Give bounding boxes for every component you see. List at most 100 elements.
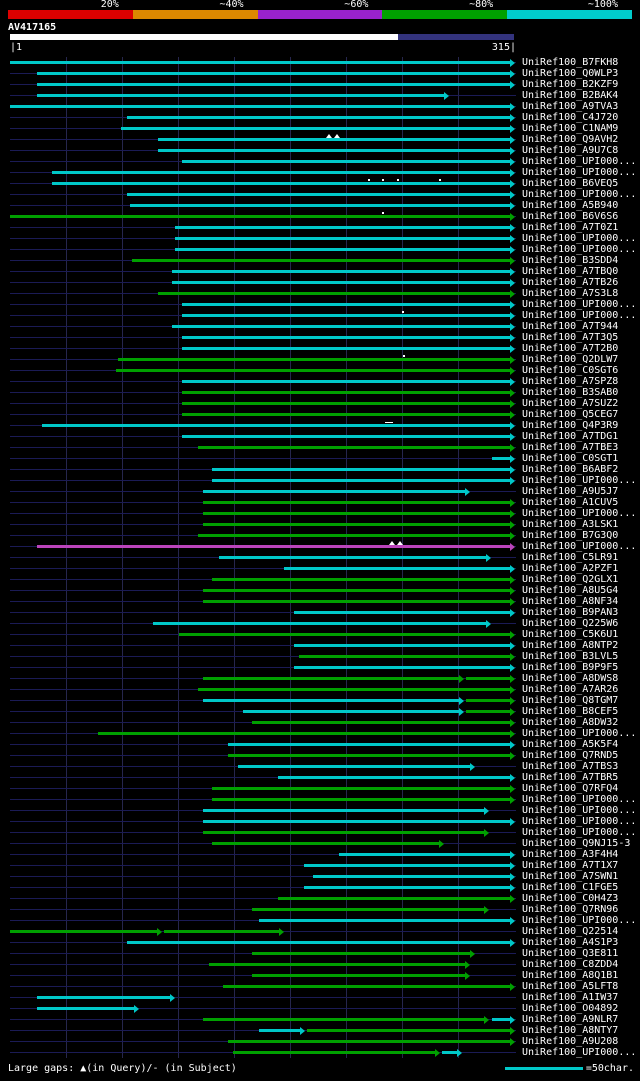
alignment-row[interactable]: UniRef100_B7FKH8 bbox=[0, 57, 640, 68]
alignment-bar[interactable] bbox=[117, 358, 511, 361]
alignment-row[interactable]: UniRef100_C5LR91 bbox=[0, 552, 640, 563]
hit-label[interactable]: UniRef100_Q8TGM7 bbox=[522, 695, 619, 706]
alignment-bar[interactable] bbox=[120, 127, 511, 130]
alignment-row[interactable]: UniRef100_C0H4Z3 bbox=[0, 893, 640, 904]
alignment-row[interactable]: UniRef100_C4J720 bbox=[0, 112, 640, 123]
hit-label[interactable]: UniRef100_B8CEF5 bbox=[522, 706, 619, 717]
alignment-row[interactable]: UniRef100_A7TB26 bbox=[0, 277, 640, 288]
alignment-bar[interactable] bbox=[223, 985, 511, 988]
hit-label[interactable]: UniRef100_A1IW37 bbox=[522, 992, 619, 1003]
alignment-bar[interactable] bbox=[181, 402, 511, 405]
alignment-row[interactable]: UniRef100_UPI000... bbox=[0, 167, 640, 178]
alignment-row[interactable]: UniRef100_Q0WLP3 bbox=[0, 68, 640, 79]
alignment-row[interactable]: UniRef100_A7TDG1 bbox=[0, 431, 640, 442]
hit-label[interactable]: UniRef100_A7SUZ2 bbox=[522, 398, 619, 409]
alignment-bar[interactable] bbox=[175, 237, 511, 240]
hit-label[interactable]: UniRef100_C1FGE5 bbox=[522, 882, 619, 893]
hit-label[interactable]: UniRef100_C5K6U1 bbox=[522, 629, 619, 640]
alignment-row[interactable]: UniRef100_A7TBE3 bbox=[0, 442, 640, 453]
hit-label[interactable]: UniRef100_A8DWS8 bbox=[522, 673, 619, 684]
hit-label[interactable]: UniRef100_Q9NJ15-3 bbox=[522, 838, 631, 849]
alignment-bar[interactable] bbox=[181, 380, 511, 383]
hit-label[interactable]: UniRef100_A5LFT8 bbox=[522, 981, 619, 992]
hit-label[interactable]: UniRef100_A9NLR7 bbox=[522, 1014, 619, 1025]
hit-label[interactable]: UniRef100_B7G3Q0 bbox=[522, 530, 619, 541]
hit-label[interactable]: UniRef100_A8Q1B1 bbox=[522, 970, 619, 981]
alignment-row[interactable]: UniRef100_B9PAN3 bbox=[0, 607, 640, 618]
alignment-row[interactable]: UniRef100_A7AR26 bbox=[0, 684, 640, 695]
alignment-bar[interactable] bbox=[51, 182, 511, 185]
hit-label[interactable]: UniRef100_A1CUV5 bbox=[522, 497, 619, 508]
hit-label[interactable]: UniRef100_A7T944 bbox=[522, 321, 619, 332]
alignment-bar[interactable] bbox=[465, 677, 511, 680]
alignment-row[interactable]: UniRef100_C1NAM9 bbox=[0, 123, 640, 134]
alignment-row[interactable]: UniRef100_UPI000... bbox=[0, 915, 640, 926]
hit-label[interactable]: UniRef100_A5B940 bbox=[522, 200, 619, 211]
alignment-row[interactable]: UniRef100_Q4P3R9 bbox=[0, 420, 640, 431]
alignment-bar[interactable] bbox=[294, 644, 511, 647]
alignment-row[interactable]: UniRef100_Q9NJ15-3 bbox=[0, 838, 640, 849]
alignment-row[interactable]: UniRef100_C1FGE5 bbox=[0, 882, 640, 893]
alignment-bar[interactable] bbox=[284, 567, 511, 570]
hit-label[interactable]: UniRef100_A9U208 bbox=[522, 1036, 619, 1047]
alignment-row[interactable]: UniRef100_O04892 bbox=[0, 1003, 640, 1014]
alignment-bar[interactable] bbox=[98, 732, 511, 735]
alignment-bar[interactable] bbox=[228, 743, 511, 746]
hit-label[interactable]: UniRef100_A7SPZ8 bbox=[522, 376, 619, 387]
alignment-row[interactable]: UniRef100_UPI000... bbox=[0, 508, 640, 519]
hit-label[interactable]: UniRef100_A8DW32 bbox=[522, 717, 619, 728]
hit-label[interactable]: UniRef100_Q2GLX1 bbox=[522, 574, 619, 585]
alignment-bar[interactable] bbox=[157, 138, 511, 141]
alignment-row[interactable]: UniRef100_UPI000... bbox=[0, 189, 640, 200]
alignment-row[interactable]: UniRef100_C8ZDD4 bbox=[0, 959, 640, 970]
alignment-bar[interactable] bbox=[181, 435, 511, 438]
alignment-bar[interactable] bbox=[181, 347, 511, 350]
hit-label[interactable]: UniRef100_A7TDG1 bbox=[522, 431, 619, 442]
alignment-bar[interactable] bbox=[37, 996, 171, 999]
hit-label[interactable]: UniRef100_C4J720 bbox=[522, 112, 619, 123]
alignment-row[interactable]: UniRef100_Q5CEG7 bbox=[0, 409, 640, 420]
hit-label[interactable]: UniRef100_A7T1X7 bbox=[522, 860, 619, 871]
alignment-row[interactable]: UniRef100_C0SGT6 bbox=[0, 365, 640, 376]
alignment-row[interactable]: UniRef100_Q8TGM7 bbox=[0, 695, 640, 706]
alignment-bar[interactable] bbox=[202, 501, 511, 504]
alignment-row[interactable]: UniRef100_A3F4H4 bbox=[0, 849, 640, 860]
alignment-bar[interactable] bbox=[37, 94, 446, 97]
alignment-row[interactable]: UniRef100_A9NLR7 bbox=[0, 1014, 640, 1025]
hit-label[interactable]: UniRef100_A3F4H4 bbox=[522, 849, 619, 860]
alignment-bar[interactable] bbox=[303, 864, 511, 867]
alignment-bar[interactable] bbox=[131, 259, 511, 262]
hit-label[interactable]: UniRef100_B3LVL5 bbox=[522, 651, 619, 662]
alignment-row[interactable]: UniRef100_A9U5J7 bbox=[0, 486, 640, 497]
alignment-row[interactable]: UniRef100_A7TBQ0 bbox=[0, 266, 640, 277]
alignment-bar[interactable] bbox=[278, 776, 511, 779]
alignment-bar[interactable] bbox=[278, 897, 511, 900]
hit-label[interactable]: UniRef100_UPI000... bbox=[522, 475, 637, 486]
alignment-row[interactable]: UniRef100_B6VEQ5 bbox=[0, 178, 640, 189]
alignment-row[interactable]: UniRef100_A7TBS3 bbox=[0, 761, 640, 772]
alignment-bar[interactable] bbox=[202, 589, 511, 592]
alignment-row[interactable]: UniRef100_Q2DLW7 bbox=[0, 354, 640, 365]
alignment-bar[interactable] bbox=[294, 611, 511, 614]
alignment-bar[interactable] bbox=[202, 523, 511, 526]
alignment-row[interactable]: UniRef100_UPI000... bbox=[0, 156, 640, 167]
hit-label[interactable]: UniRef100_Q4P3R9 bbox=[522, 420, 619, 431]
hit-label[interactable]: UniRef100_UPI000... bbox=[522, 189, 637, 200]
hit-label[interactable]: UniRef100_UPI000... bbox=[522, 805, 637, 816]
alignment-row[interactable]: UniRef100_A5K5F4 bbox=[0, 739, 640, 750]
alignment-row[interactable]: UniRef100_A9U7C8 bbox=[0, 145, 640, 156]
hit-label[interactable]: UniRef100_Q9AVH2 bbox=[522, 134, 619, 145]
alignment-bar[interactable] bbox=[202, 600, 511, 603]
alignment-row[interactable]: UniRef100_UPI000... bbox=[0, 1047, 640, 1058]
hit-label[interactable]: UniRef100_A7SWN1 bbox=[522, 871, 619, 882]
alignment-row[interactable]: UniRef100_B2KZF9 bbox=[0, 79, 640, 90]
hit-label[interactable]: UniRef100_UPI000... bbox=[522, 156, 637, 167]
alignment-bar[interactable] bbox=[202, 699, 460, 702]
alignment-row[interactable]: UniRef100_A9U208 bbox=[0, 1036, 640, 1047]
alignment-bar[interactable] bbox=[202, 1018, 486, 1021]
alignment-row[interactable]: UniRef100_A8DWS8 bbox=[0, 673, 640, 684]
hit-label[interactable]: UniRef100_UPI000... bbox=[522, 167, 637, 178]
hit-label[interactable]: UniRef100_A5K5F4 bbox=[522, 739, 619, 750]
alignment-row[interactable]: UniRef100_B3SDD4 bbox=[0, 255, 640, 266]
alignment-row[interactable]: UniRef100_A7T1X7 bbox=[0, 860, 640, 871]
